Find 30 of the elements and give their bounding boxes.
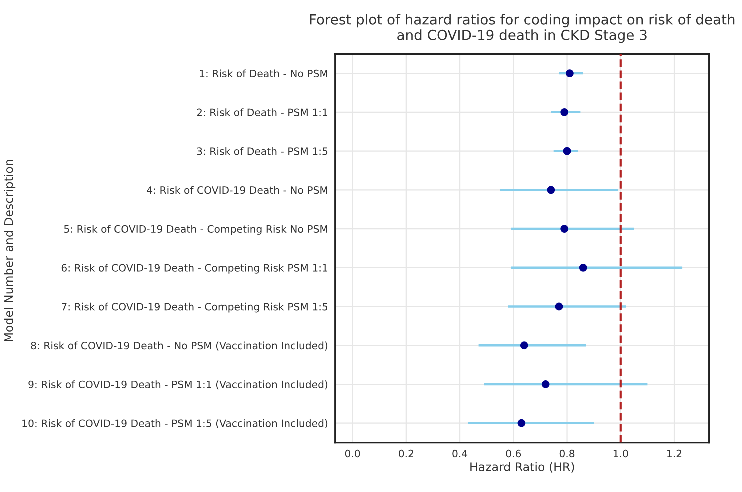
x-tick-label: 0.2 bbox=[399, 450, 414, 458]
y-tick-label: 2: Risk of Death - PSM 1:1 bbox=[197, 108, 328, 116]
y-tick-label: 4: Risk of COVID-19 Death - No PSM bbox=[147, 186, 328, 194]
x-axis-title: Hazard Ratio (HR) bbox=[470, 462, 574, 473]
y-tick-label: 5: Risk of COVID-19 Death - Competing Risk No PSM bbox=[64, 225, 328, 235]
point bbox=[520, 342, 528, 350]
point bbox=[547, 186, 556, 194]
y-tick-label: 1: Risk of Death - No PSM bbox=[200, 70, 328, 78]
point bbox=[518, 419, 526, 428]
point bbox=[579, 264, 588, 272]
x-tick-label: 0.0 bbox=[345, 450, 360, 458]
y-tick-label: 3: Risk of Death - PSM 1:5 bbox=[197, 147, 328, 156]
point bbox=[566, 70, 574, 78]
point bbox=[542, 380, 550, 388]
point bbox=[560, 225, 569, 233]
y-tick-label: 9: Risk of COVID-19 Death - PSM 1:1 (Vaccination Included) bbox=[28, 380, 328, 390]
x-tick-label: 0.4 bbox=[452, 450, 468, 458]
y-tick-label: 8: Risk of COVID-19 Death - No PSM (Vaccination Included) bbox=[31, 342, 328, 351]
point bbox=[563, 147, 572, 156]
y-axis-title: Model Number and Description bbox=[4, 160, 16, 342]
x-tick-label: 0.6 bbox=[506, 450, 522, 458]
y-tick-label: 10: Risk of COVID-19 Death - PSM 1:5 (Vaccination Included) bbox=[22, 420, 328, 429]
x-tick-label: 1.0 bbox=[614, 450, 628, 458]
point bbox=[560, 108, 569, 116]
x-tick-label: 0.8 bbox=[560, 450, 575, 458]
y-tick-label: 6: Risk of COVID-19 Death - Competing Risk PSM 1:1 bbox=[62, 264, 328, 274]
x-tick-label: 1.2 bbox=[668, 450, 682, 458]
point bbox=[555, 302, 564, 311]
chart-title: Forest plot of hazard ratios for coding impact on risk of death and COVID-19 death in CKD Stage 3 bbox=[310, 14, 735, 44]
y-tick-label: 7: Risk of COVID-19 Death - Competing Risk PSM 1:5 bbox=[62, 302, 328, 313]
